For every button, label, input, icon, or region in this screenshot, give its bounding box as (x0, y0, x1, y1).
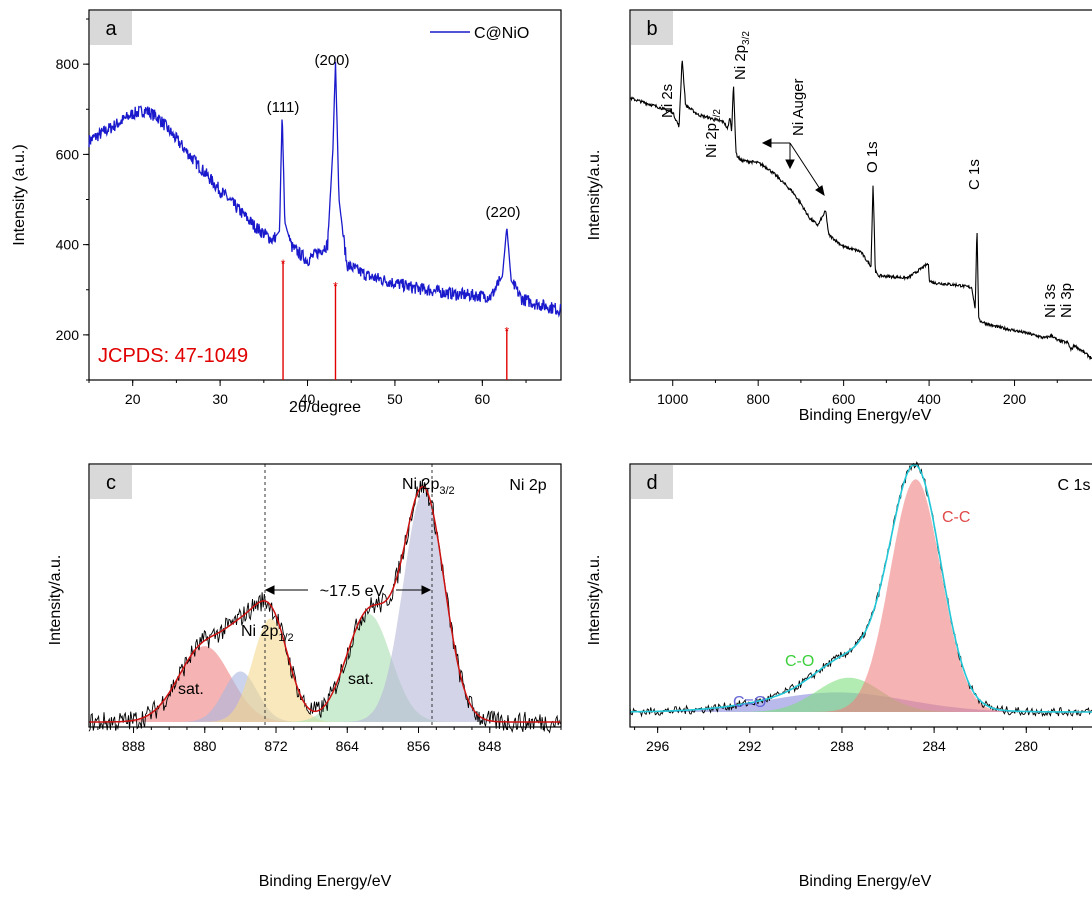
x-tick-label: 856 (407, 738, 431, 754)
x-tick-label: 800 (747, 391, 771, 407)
x-tick-label: 288 (830, 738, 854, 754)
x-tick-label: 284 (922, 738, 946, 754)
panel-b: b Ni 2s Ni 2p1/2 Ni 2p3/2 Ni Auger O 1s … (586, 9, 1092, 424)
y-tick-label: 400 (56, 237, 80, 253)
x-tick-label: 1000 (657, 391, 688, 407)
panel-d: d C 1s C-C C-O C=O 296292288284280276 Bi… (586, 461, 1092, 890)
reference-marker: * (504, 324, 509, 338)
panel-d-xlabel: Binding Energy/eV (799, 873, 932, 890)
panel-b-label-ni2p32: Ni 2p3/2 (732, 31, 752, 80)
panel-d-axes: 296292288284280276 (634, 727, 1073, 754)
x-tick-label: 880 (193, 738, 217, 754)
panel-b-label-c1s: C 1s (966, 159, 983, 190)
y-tick-label: 600 (56, 146, 80, 162)
panel-d-raw-data (629, 461, 1092, 718)
x-tick-label: 30 (212, 391, 228, 407)
panel-b-label-ni2s: Ni 2s (659, 84, 676, 118)
x-tick-label: 864 (336, 738, 360, 754)
panel-b-series-line (629, 60, 1092, 361)
panel-b-xlabel: Binding Energy/eV (799, 407, 932, 424)
panel-d-label-bg (631, 465, 673, 499)
panel-b-label-ni-auger: Ni Auger (790, 78, 807, 136)
x-tick-label: 280 (1015, 738, 1039, 754)
panel-a: a C@NiO * * * (111) (200) (220) JCPDS: 47-… (11, 9, 562, 416)
panel-b-label-bg (631, 11, 673, 45)
x-tick-label: 40 (300, 391, 316, 407)
panel-d-label: d (646, 472, 657, 494)
reference-marker: * (333, 279, 338, 293)
panel-a-peak-200: (200) (314, 52, 349, 69)
panel-c-raw-data (88, 479, 561, 734)
component-peak (630, 479, 1092, 712)
x-tick-label: 872 (264, 738, 288, 754)
x-tick-label: 20 (125, 391, 141, 407)
panel-a-xlabel: 2θ/degree (289, 399, 361, 416)
x-tick-label: 50 (387, 391, 403, 407)
panel-c-split-label: ~17.5 eV (320, 583, 385, 600)
panel-b-label: b (646, 18, 657, 40)
panel-c-frame (88, 463, 562, 728)
panel-a-label: a (105, 18, 117, 40)
panel-b-auger-arrows (761, 138, 825, 197)
panel-b-label-ni3p: Ni 3p (1058, 283, 1075, 318)
panel-b-frame (629, 9, 1092, 381)
x-tick-label: 292 (738, 738, 762, 754)
panel-d-label-co: C-O (785, 653, 814, 670)
panel-b-label-o1s: O 1s (864, 141, 881, 173)
panel-a-series-line (88, 61, 562, 318)
panel-a-peak-220: (220) (485, 204, 520, 221)
panel-d-envelope (630, 463, 1092, 713)
y-tick-label: 200 (56, 327, 80, 343)
x-tick-label: 296 (646, 738, 670, 754)
x-tick-label: 848 (478, 738, 502, 754)
panel-c-label-sat2: sat. (348, 671, 374, 688)
panel-a-axes: 20 30 40 50 60 200 400 600 800 (56, 18, 527, 407)
panel-d-label-c-o-double: C=O (733, 694, 766, 711)
panel-d-label-cc: C-C (942, 509, 970, 526)
panel-a-peak-111: (111) (267, 99, 300, 116)
panel-c-label-sat1: sat. (178, 681, 204, 698)
panel-d-component-fills (630, 479, 1092, 712)
x-tick-label: 888 (122, 738, 146, 754)
component-peak (89, 492, 561, 722)
x-tick-label: 60 (475, 391, 491, 407)
y-tick-label: 800 (56, 56, 80, 72)
panel-a-ylabel: Intensity (a.u.) (11, 144, 28, 245)
panel-a-reference-label: JCPDS: 47-1049 (98, 345, 248, 367)
panel-c-title: Ni 2p (509, 477, 546, 494)
panel-a-label-bg (90, 11, 132, 45)
panel-c-label-bg (90, 465, 132, 499)
panel-a-reference-lines: * * * (281, 257, 509, 380)
panel-c-axes: 888 880 872 864 856 848 (97, 727, 562, 754)
panel-c-envelope (89, 485, 561, 723)
x-tick-label: 200 (1003, 391, 1027, 407)
panel-a-frame (88, 9, 562, 381)
panel-c: c Ni 2p Ni 2p3/2 Ni 2p1/2 sat. sat. ~17.… (47, 463, 562, 890)
panel-a-legend-label: C@NiO (474, 25, 529, 42)
panel-c-xlabel: Binding Energy/eV (259, 873, 392, 890)
panel-c-label: c (106, 472, 116, 494)
x-tick-label: 600 (832, 391, 856, 407)
panel-b-ylabel: Intensity/a.u. (586, 150, 603, 241)
panel-b-axes: 10008006004002000 (629, 380, 1058, 407)
panel-c-split-arrow (264, 585, 432, 595)
panel-d-title: C 1s (1058, 477, 1091, 494)
component-peak (89, 646, 561, 722)
reference-marker: * (281, 257, 286, 271)
panel-d-ylabel: Intensity/a.u. (586, 555, 603, 646)
panel-c-ylabel: Intensity/a.u. (47, 555, 64, 646)
x-tick-label: 400 (917, 391, 941, 407)
panel-c-component-fills (89, 492, 561, 722)
panel-b-label-ni3s: Ni 3s (1042, 284, 1059, 318)
